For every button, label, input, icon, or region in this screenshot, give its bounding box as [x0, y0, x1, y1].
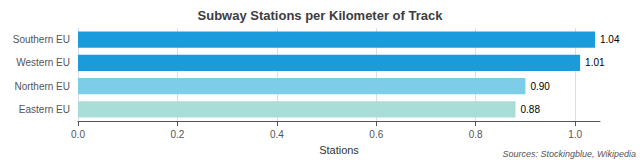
- svg-text:0.0: 0.0: [71, 129, 85, 140]
- svg-text:1.04: 1.04: [600, 34, 620, 45]
- svg-text:Western EU: Western EU: [16, 57, 70, 68]
- svg-text:Sources: Stockingblue, Wikiped: Sources: Stockingblue, Wikipedia: [503, 149, 637, 159]
- svg-text:0.88: 0.88: [520, 104, 540, 115]
- svg-text:1.0: 1.0: [568, 129, 582, 140]
- svg-text:Eastern EU: Eastern EU: [19, 104, 70, 115]
- svg-text:0.8: 0.8: [469, 129, 483, 140]
- svg-text:0.2: 0.2: [170, 129, 184, 140]
- svg-text:0.90: 0.90: [530, 81, 550, 92]
- svg-text:Subway Stations per Kilometer: Subway Stations per Kilometer of Track: [198, 8, 444, 23]
- svg-text:0.6: 0.6: [369, 129, 383, 140]
- svg-text:1.01: 1.01: [585, 57, 605, 68]
- svg-text:Southern EU: Southern EU: [13, 34, 70, 45]
- svg-text:Northern EU: Northern EU: [14, 81, 70, 92]
- svg-text:Stations: Stations: [319, 144, 359, 156]
- svg-text:0.4: 0.4: [270, 129, 284, 140]
